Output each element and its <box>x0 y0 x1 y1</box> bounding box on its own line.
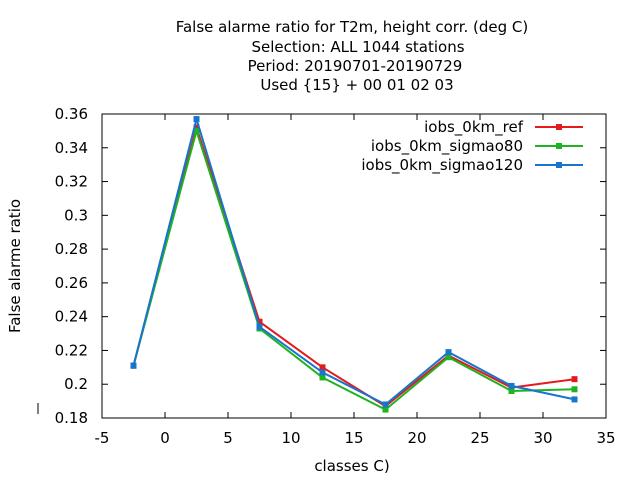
title-line-3: Period: 20190701-20190729 <box>248 57 463 75</box>
series-point-2 <box>508 387 515 394</box>
y-tick-label: 0.3 <box>64 206 88 224</box>
y-axis-ticks: 0.18 0.2 0.22 0.24 0.26 0.28 0.3 0.32 0.34 0.36 <box>55 105 606 427</box>
x-axis-ticks: -5 0 5 10 15 20 25 30 35 <box>95 114 616 447</box>
title-line-4: Used {15} + 00 01 02 03 <box>260 76 453 94</box>
series-point-3 <box>130 362 137 369</box>
x-tick-label: 25 <box>470 429 489 447</box>
series-point-1 <box>256 318 263 325</box>
x-tick-label: 15 <box>344 429 363 447</box>
series-point-2 <box>193 127 200 134</box>
series-layer <box>130 115 578 413</box>
legend: iobs_0km_refiobs_0km_sigmao80iobs_0km_si… <box>361 118 583 175</box>
y-tick-label: 0.34 <box>55 139 88 157</box>
series-point-3 <box>571 396 578 403</box>
legend-swatch-marker <box>556 143 562 149</box>
y-tick-label: 0.22 <box>55 341 88 359</box>
series-line-2 <box>132 127 575 411</box>
chart-title: False alarme ratio for T2m, height corr.… <box>176 18 529 94</box>
x-tick-label: 0 <box>160 429 170 447</box>
series-point-3 <box>382 401 389 408</box>
title-line-2: Selection: ALL 1044 stations <box>251 38 464 56</box>
y-tick-label: 0.26 <box>55 274 88 292</box>
series-point-3 <box>193 116 200 123</box>
series-point-2 <box>571 386 578 393</box>
series-point-2 <box>445 354 452 361</box>
legend-swatch-marker <box>556 124 562 130</box>
series-point-3 <box>445 349 452 356</box>
y-tick-label: 0.24 <box>55 308 88 326</box>
x-axis-label: classes C) <box>314 457 389 475</box>
legend-label: iobs_0km_sigmao80 <box>371 137 523 156</box>
legend-label: iobs_0km_sigmao120 <box>361 156 523 175</box>
y-tick-label: 0.2 <box>64 375 88 393</box>
y-tick-label: 0.18 <box>55 409 88 427</box>
y-tick-label: 0.28 <box>55 240 88 258</box>
x-tick-label: 30 <box>533 429 552 447</box>
legend-label: iobs_0km_ref <box>424 118 524 137</box>
x-tick-label: 5 <box>223 429 233 447</box>
series-point-1 <box>319 364 326 371</box>
series-point-1 <box>193 124 200 131</box>
title-line-1: False alarme ratio for T2m, height corr.… <box>176 18 529 36</box>
x-tick-label: 20 <box>407 429 426 447</box>
series-point-2 <box>382 406 389 413</box>
legend-swatch-marker <box>556 162 562 168</box>
series-point-3 <box>508 382 515 389</box>
y-tick-label: 0.36 <box>55 105 88 123</box>
x-tick-label: -5 <box>95 429 110 447</box>
series-point-3 <box>319 369 326 376</box>
series-point-3 <box>256 323 263 330</box>
y-axis-label: False alarme ratio <box>6 199 24 333</box>
plot-area-frame <box>101 113 607 419</box>
series-line-3 <box>132 115 575 406</box>
series-point-2 <box>319 374 326 381</box>
x-tick-label: 35 <box>596 429 615 447</box>
series-line-1 <box>132 123 575 408</box>
y-tick-label: 0.32 <box>55 173 88 191</box>
x-tick-label: 10 <box>281 429 300 447</box>
series-point-1 <box>571 376 578 383</box>
